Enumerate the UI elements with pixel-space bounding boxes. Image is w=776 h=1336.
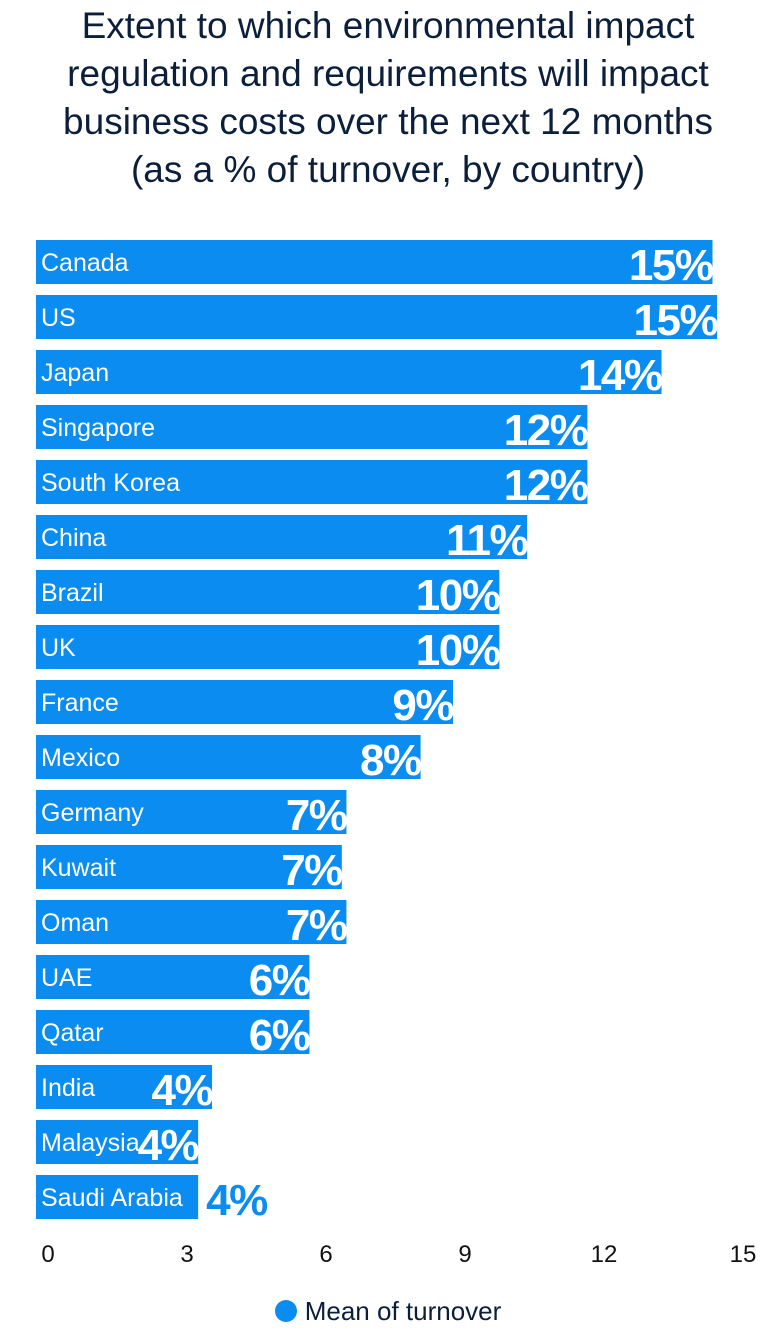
bar-value-label: 11% <box>446 516 528 565</box>
bar-value-label: 12% <box>504 406 588 455</box>
bar-value-label: 9% <box>392 681 453 730</box>
bar-category-label: Singapore <box>41 414 155 442</box>
bar-category-label: Kuwait <box>41 854 116 882</box>
bar-category-label: Mexico <box>41 744 120 772</box>
bar-value-label: 15% <box>629 241 713 290</box>
x-tick-label: 6 <box>319 1241 332 1268</box>
bar <box>36 735 421 779</box>
x-tick-label: 3 <box>180 1241 193 1268</box>
bar-value-label: 12% <box>504 461 588 510</box>
bar <box>36 1010 310 1054</box>
bar <box>36 1065 213 1109</box>
bar-category-label: US <box>41 304 76 332</box>
bar-category-label: UAE <box>41 964 92 992</box>
title-line: Extent to which environmental impact <box>81 5 695 46</box>
bar-value-label: 14% <box>578 351 662 400</box>
bar-category-label: Saudi Arabia <box>41 1184 183 1212</box>
bar-category-label: Canada <box>41 249 129 277</box>
bar-value-label: 10% <box>416 571 500 620</box>
bar-category-label: Japan <box>41 359 109 387</box>
chart-title: Extent to which environmental impact reg… <box>0 2 776 194</box>
bar-value-label: 7% <box>286 901 347 950</box>
bar <box>36 1120 199 1164</box>
bar-category-label: Germany <box>41 799 144 827</box>
bar <box>36 405 588 449</box>
bar <box>36 845 342 889</box>
bar-category-label: France <box>41 689 119 717</box>
legend-swatch <box>274 1300 297 1322</box>
bar-value-label: 4% <box>206 1176 267 1225</box>
bar-value-label: 6% <box>249 1011 310 1060</box>
x-tick-label: 12 <box>591 1241 618 1268</box>
bar <box>36 900 347 944</box>
bar-category-label: China <box>41 524 106 552</box>
bar-value-label: 4% <box>138 1121 199 1170</box>
bar <box>36 680 453 724</box>
bar-value-label: 6% <box>249 956 310 1005</box>
x-tick-label: 15 <box>730 1241 757 1268</box>
bar <box>36 460 588 504</box>
bar-value-label: 7% <box>286 791 347 840</box>
bar <box>36 240 713 284</box>
bar <box>36 955 310 999</box>
bar-category-label: India <box>41 1074 95 1102</box>
bar <box>36 295 718 339</box>
bar-category-label: UK <box>41 634 76 662</box>
bar <box>36 515 528 559</box>
bar-category-label: South Korea <box>41 469 180 497</box>
bar-category-label: Qatar <box>41 1019 104 1047</box>
bar <box>36 625 500 669</box>
bar-value-label: 7% <box>281 846 342 895</box>
bar-value-label: 8% <box>360 736 421 785</box>
x-tick-label: 0 <box>41 1241 54 1268</box>
title-line: business costs over the next 12 months <box>63 101 713 142</box>
title-line: regulation and requirements will impact <box>67 53 709 94</box>
bar <box>36 790 347 834</box>
bar-value-label: 4% <box>151 1066 212 1115</box>
bar <box>36 1175 199 1219</box>
bar-chart: Canada 15% US 15% Japan 14% Singapore 12% South … <box>36 240 757 1268</box>
bar-category-label: Brazil <box>41 579 104 607</box>
bar <box>36 570 500 614</box>
bar-value-label: 15% <box>634 296 718 345</box>
bar-category-label: Malaysia <box>41 1129 140 1157</box>
bar <box>36 350 662 394</box>
legend-label: Mean of turnover <box>304 1296 502 1326</box>
bar-value-label: 10% <box>416 626 500 675</box>
legend: Mean of turnover <box>0 1296 776 1327</box>
x-tick-label: 9 <box>458 1241 471 1268</box>
title-line: (as a % of turnover, by country) <box>130 149 646 190</box>
bar-category-label: Oman <box>41 909 109 937</box>
